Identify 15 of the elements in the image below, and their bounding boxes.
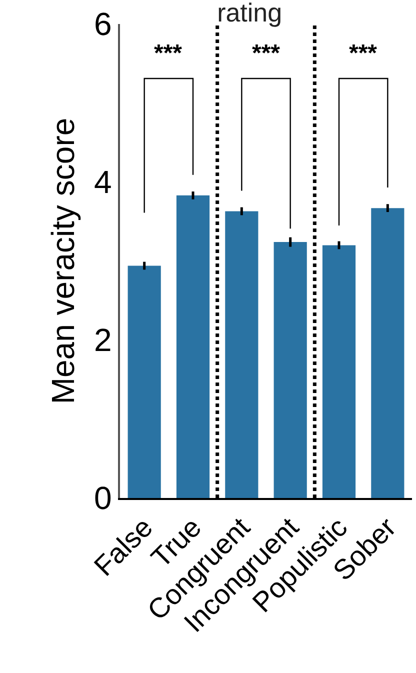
y-tick-label: 6 — [94, 6, 112, 42]
chart-title: rating — [217, 0, 282, 28]
bar — [274, 242, 307, 498]
annotation: *** — [349, 40, 378, 67]
annotation: *** — [154, 40, 183, 67]
y-tick-label: 4 — [94, 164, 112, 200]
annotation: *** — [252, 40, 281, 67]
y-axis-title: Mean veracity score — [44, 118, 81, 404]
y-tick-label: 2 — [94, 322, 112, 358]
bar — [371, 208, 404, 498]
bar — [322, 245, 356, 498]
bar — [128, 266, 161, 498]
y-tick-label: 0 — [94, 480, 112, 516]
bar — [225, 211, 258, 498]
bar — [176, 195, 210, 498]
